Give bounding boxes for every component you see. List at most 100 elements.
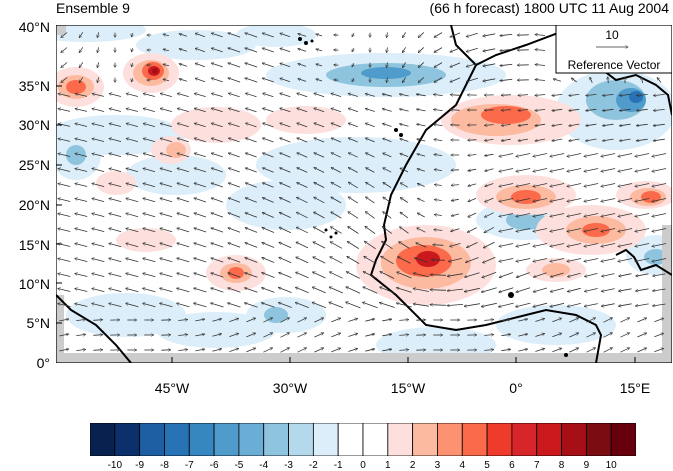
wind-vector	[382, 241, 393, 250]
wind-vector	[567, 153, 582, 157]
wind-vector	[143, 168, 156, 173]
wind-vector	[143, 258, 156, 263]
wind-vector	[501, 110, 511, 111]
wind-vector	[601, 243, 616, 247]
wind-vector	[331, 108, 342, 113]
wind-vector	[652, 213, 667, 217]
wind-vector	[516, 302, 531, 307]
wind-vector	[553, 79, 562, 82]
wind-vector	[348, 212, 359, 219]
wind-vector	[160, 93, 172, 97]
wind-vector	[59, 319, 68, 322]
wind-vector	[246, 333, 255, 338]
wind-vector	[92, 139, 105, 142]
wind-vector	[635, 243, 650, 247]
wind-vector	[278, 303, 292, 308]
wind-vector	[297, 183, 308, 188]
wind-vector	[228, 243, 241, 248]
wind-vector	[535, 35, 546, 36]
wind-vector	[262, 273, 275, 278]
wind-vector	[347, 241, 360, 249]
wind-vector	[331, 168, 342, 173]
wind-vector	[430, 275, 447, 276]
wind-vector	[279, 242, 292, 249]
wind-vector	[483, 63, 496, 66]
colorbar-cell	[337, 423, 364, 456]
wind-vector	[160, 258, 173, 263]
wind-vector	[516, 287, 531, 292]
wind-vector	[314, 168, 325, 173]
colorbar-cell	[114, 423, 141, 456]
wind-vector	[348, 138, 358, 143]
wind-vector	[402, 62, 406, 67]
wind-vector	[97, 62, 98, 67]
colorbar-label: 6	[509, 460, 515, 471]
wind-vector	[58, 154, 71, 157]
wind-vector	[518, 138, 528, 141]
wind-vector	[132, 32, 133, 37]
wind-vector	[58, 304, 71, 307]
wind-vector	[618, 258, 633, 262]
wind-vector	[484, 226, 495, 232]
wind-vector	[194, 198, 207, 203]
wind-vector	[431, 260, 445, 261]
colorbar-label: 0	[360, 460, 366, 471]
wind-vector	[418, 77, 425, 82]
wind-vector	[331, 197, 342, 204]
wind-vector	[601, 183, 616, 187]
wind-vector	[280, 123, 291, 128]
wind-vector	[195, 78, 206, 83]
wind-vector	[430, 290, 447, 291]
wind-vector	[635, 228, 650, 232]
wind-vector	[58, 124, 71, 127]
wind-vector	[61, 62, 68, 68]
wind-vector	[552, 333, 561, 338]
wind-vector	[194, 153, 206, 158]
wind-vector	[636, 124, 648, 125]
wind-vectors	[58, 32, 667, 353]
lon-label-15e: 15°E	[619, 380, 651, 396]
wind-vector	[602, 273, 615, 277]
wind-vector	[482, 272, 497, 277]
wind-vector	[245, 48, 258, 53]
wind-vector	[365, 123, 375, 128]
wind-vector	[346, 272, 360, 279]
wind-vector	[468, 169, 477, 171]
wind-vector	[447, 273, 463, 277]
wind-vector	[92, 303, 105, 307]
wind-vector	[143, 94, 155, 97]
wind-vector	[132, 47, 133, 52]
wind-vector	[584, 198, 599, 202]
wind-vector	[653, 303, 666, 306]
lat-label-10n: 10°N	[18, 276, 50, 292]
wind-vector	[584, 183, 599, 187]
wind-vector	[417, 169, 426, 172]
wind-vector	[143, 288, 156, 293]
wind-vector	[177, 108, 189, 112]
wind-vector	[316, 64, 323, 66]
wind-vector	[314, 153, 325, 158]
wind-vector	[211, 33, 223, 38]
wind-vector	[635, 303, 649, 306]
wind-vector	[280, 333, 290, 338]
wind-vector	[109, 109, 121, 112]
wind-vector	[365, 138, 375, 143]
wind-vector	[637, 318, 646, 323]
colorbar-cell	[585, 423, 612, 456]
wind-vector	[636, 94, 648, 95]
wind-vector	[228, 63, 241, 68]
wind-vector	[177, 183, 190, 188]
wind-vector	[280, 348, 290, 353]
wind-vector	[379, 303, 395, 308]
wind-vector	[533, 302, 548, 307]
wind-vector	[312, 287, 326, 294]
wind-vector	[298, 64, 307, 67]
wind-vector	[535, 50, 546, 51]
wind-vector	[92, 168, 105, 172]
wind-vector	[499, 168, 514, 172]
wind-vector	[619, 273, 632, 277]
wind-vector	[126, 303, 139, 308]
wind-vector	[279, 257, 292, 264]
wind-vector	[109, 183, 122, 187]
wind-vector	[280, 48, 291, 53]
